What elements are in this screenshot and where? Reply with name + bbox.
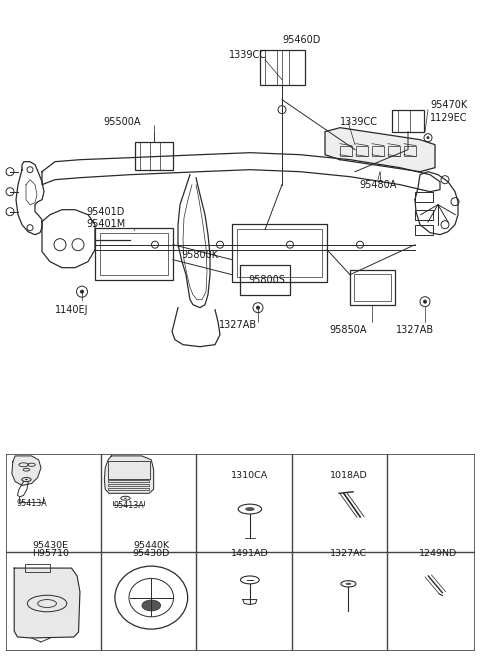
Circle shape (256, 306, 260, 310)
Text: 1140EJ: 1140EJ (55, 304, 89, 315)
Circle shape (80, 290, 84, 294)
Bar (388, 146, 400, 155)
Text: 95413A: 95413A (16, 499, 47, 508)
Text: 1129EC: 1129EC (430, 113, 468, 123)
Text: 95800K: 95800K (181, 250, 218, 260)
Text: 95460D: 95460D (283, 35, 321, 45)
Bar (340, 146, 352, 155)
Bar (237, 229, 322, 277)
Bar (415, 210, 433, 220)
Polygon shape (325, 128, 435, 172)
Polygon shape (12, 456, 41, 485)
Text: 1327AB: 1327AB (396, 325, 434, 335)
Text: 1339CC: 1339CC (340, 117, 378, 127)
Polygon shape (104, 456, 154, 493)
Text: 95401M: 95401M (86, 218, 126, 229)
Ellipse shape (142, 600, 161, 611)
Text: 95850A: 95850A (329, 325, 367, 335)
Bar (240, 264, 290, 295)
Bar (135, 142, 173, 170)
Text: 1310CA: 1310CA (231, 470, 268, 480)
Text: 95480A: 95480A (360, 180, 396, 190)
Bar (404, 146, 416, 155)
Circle shape (423, 300, 427, 304)
Text: 1491AD: 1491AD (231, 549, 269, 558)
Text: 95401D: 95401D (87, 207, 125, 216)
Text: 1249ND: 1249ND (419, 549, 457, 558)
Bar (415, 224, 433, 235)
Bar (108, 483, 149, 487)
Bar (100, 233, 168, 275)
Bar (260, 50, 305, 85)
Text: 95430D: 95430D (132, 549, 170, 558)
Circle shape (346, 583, 351, 585)
Bar (108, 487, 149, 491)
Text: 1339CC: 1339CC (229, 50, 267, 60)
Text: H95710: H95710 (32, 549, 69, 558)
Circle shape (245, 507, 254, 511)
Text: 95440K: 95440K (133, 541, 169, 550)
Bar (350, 270, 395, 304)
Polygon shape (14, 568, 80, 638)
Bar (108, 480, 149, 483)
Bar (415, 192, 433, 201)
Text: 95800S: 95800S (248, 275, 285, 285)
Circle shape (124, 498, 127, 499)
Bar (392, 110, 424, 132)
Bar (372, 146, 384, 155)
Text: 95500A: 95500A (103, 117, 141, 127)
Bar (24, 564, 50, 572)
Text: 1327AC: 1327AC (330, 549, 367, 558)
Text: 1018AD: 1018AD (330, 470, 367, 480)
Bar (356, 146, 368, 155)
Text: 95430E: 95430E (32, 541, 68, 550)
Bar (95, 228, 173, 279)
Bar (108, 461, 150, 479)
Text: 95470K: 95470K (430, 100, 467, 110)
Circle shape (427, 136, 430, 139)
Bar (232, 224, 327, 281)
Circle shape (25, 479, 28, 480)
Text: 95413A: 95413A (113, 501, 144, 510)
Text: 1327AB: 1327AB (219, 319, 257, 330)
Bar (354, 274, 391, 300)
